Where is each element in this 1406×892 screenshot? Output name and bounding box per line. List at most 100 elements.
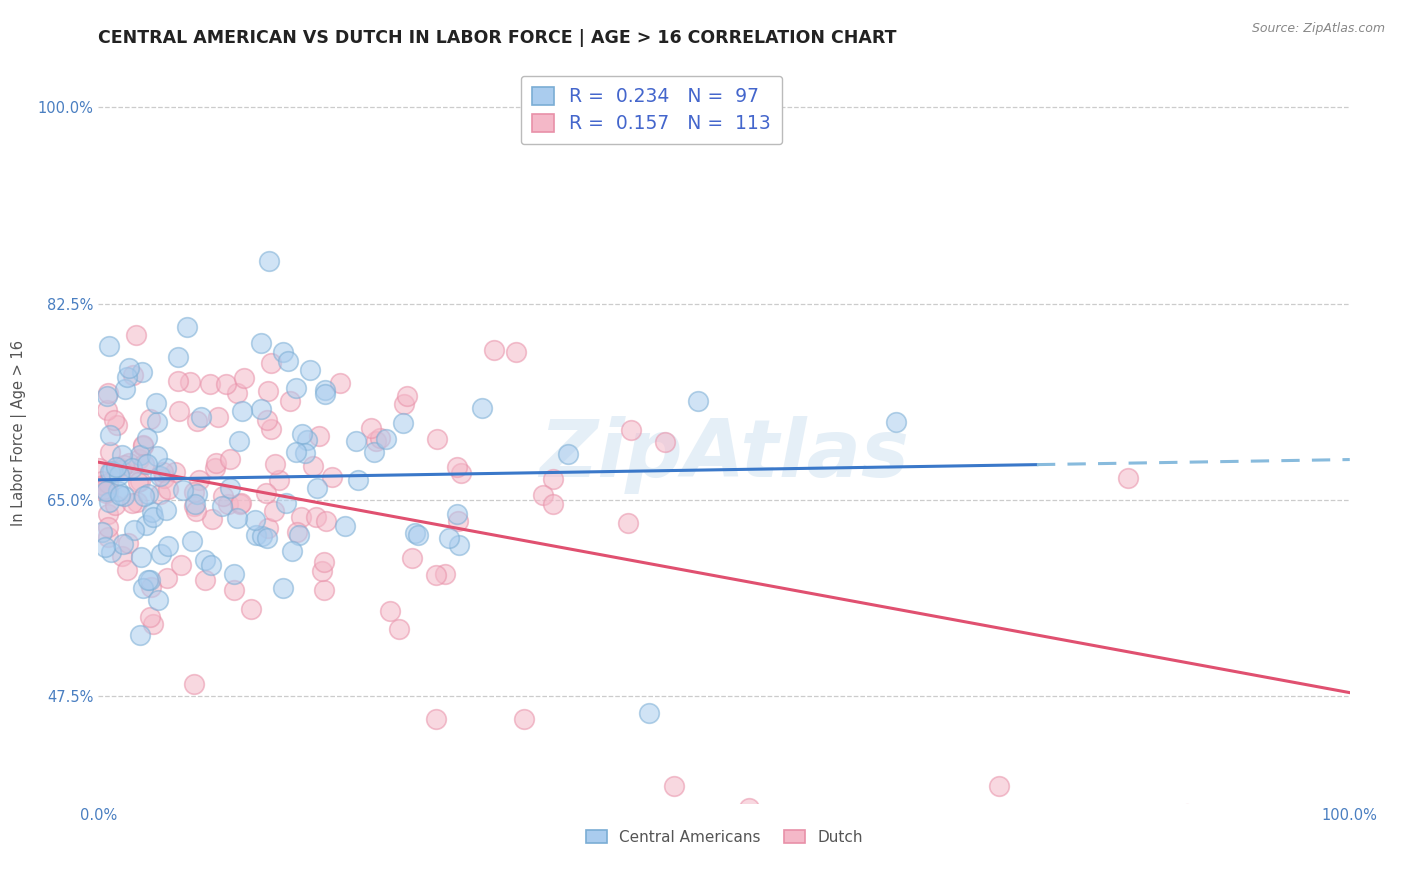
- Point: [426, 432, 449, 446]
- Point: [124, 328, 146, 343]
- Point: [97, 475, 120, 490]
- Point: [229, 497, 252, 511]
- Point: [439, 531, 461, 545]
- Point: [156, 572, 179, 586]
- Point: [152, 471, 174, 485]
- Point: [224, 583, 246, 598]
- Point: [281, 544, 304, 558]
- Point: [184, 503, 207, 517]
- Point: [98, 465, 121, 479]
- Point: [263, 457, 285, 471]
- Point: [256, 413, 278, 427]
- Point: [269, 473, 291, 487]
- Point: [226, 385, 249, 400]
- Point: [314, 384, 336, 398]
- Point: [273, 581, 295, 595]
- Point: [129, 550, 152, 565]
- Point: [368, 431, 391, 445]
- Point: [250, 401, 273, 416]
- Point: [87, 460, 110, 475]
- Point: [284, 444, 307, 458]
- Point: [541, 497, 564, 511]
- Point: [638, 706, 661, 720]
- Point: [98, 495, 121, 509]
- Point: [132, 581, 155, 595]
- Point: [117, 536, 139, 550]
- Point: [513, 712, 536, 726]
- Point: [482, 343, 505, 357]
- Point: [149, 486, 172, 500]
- Point: [616, 516, 638, 530]
- Point: [450, 467, 472, 481]
- Point: [112, 536, 135, 550]
- Point: [136, 487, 159, 501]
- Point: [107, 483, 129, 498]
- Point: [194, 573, 217, 587]
- Point: [215, 376, 238, 391]
- Text: Source: ZipAtlas.com: Source: ZipAtlas.com: [1251, 22, 1385, 36]
- Point: [219, 481, 242, 495]
- Point: [122, 523, 145, 537]
- Y-axis label: In Labor Force | Age > 16: In Labor Force | Age > 16: [11, 340, 27, 525]
- Point: [118, 456, 141, 470]
- Point: [145, 415, 167, 429]
- Point: [204, 460, 226, 475]
- Point: [135, 518, 157, 533]
- Point: [105, 459, 128, 474]
- Point: [169, 404, 191, 418]
- Point: [239, 601, 262, 615]
- Point: [662, 779, 685, 793]
- Point: [107, 468, 129, 483]
- Point: [297, 433, 319, 447]
- Point: [105, 418, 128, 433]
- Point: [183, 499, 205, 513]
- Point: [321, 470, 343, 484]
- Point: [93, 478, 115, 492]
- Point: [94, 540, 117, 554]
- Point: [301, 458, 323, 473]
- Point: [688, 393, 710, 408]
- Point: [425, 568, 447, 582]
- Point: [557, 447, 579, 461]
- Point: [212, 490, 235, 504]
- Point: [108, 488, 131, 502]
- Point: [188, 473, 211, 487]
- Point: [347, 473, 370, 487]
- Point: [287, 528, 309, 542]
- Point: [449, 538, 471, 552]
- Point: [146, 593, 169, 607]
- Point: [229, 496, 252, 510]
- Point: [311, 564, 333, 578]
- Point: [363, 445, 385, 459]
- Point: [305, 510, 328, 524]
- Point: [135, 457, 157, 471]
- Point: [408, 528, 430, 542]
- Point: [447, 514, 470, 528]
- Point: [291, 426, 314, 441]
- Point: [132, 438, 155, 452]
- Point: [104, 499, 127, 513]
- Point: [256, 521, 278, 535]
- Point: [129, 449, 152, 463]
- Point: [115, 369, 138, 384]
- Point: [96, 388, 118, 402]
- Point: [172, 483, 194, 497]
- Point: [308, 429, 330, 443]
- Point: [132, 458, 155, 472]
- Point: [290, 510, 312, 524]
- Point: [117, 563, 139, 577]
- Point: [121, 461, 143, 475]
- Point: [1116, 471, 1139, 485]
- Point: [134, 489, 156, 503]
- Point: [446, 507, 468, 521]
- Point: [103, 413, 125, 427]
- Point: [90, 525, 112, 540]
- Point: [277, 354, 299, 368]
- Point: [93, 482, 115, 496]
- Point: [112, 489, 135, 503]
- Point: [110, 449, 132, 463]
- Point: [433, 566, 456, 581]
- Point: [139, 412, 162, 426]
- Point: [98, 339, 121, 353]
- Point: [505, 344, 527, 359]
